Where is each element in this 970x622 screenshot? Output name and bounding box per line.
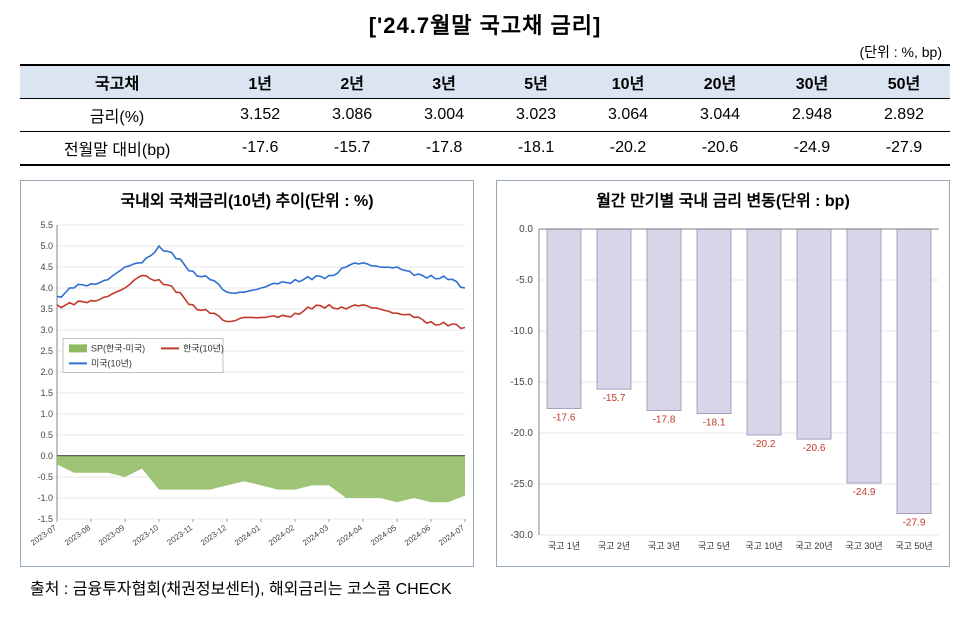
svg-text:2023-12: 2023-12 [199, 523, 229, 548]
svg-text:-17.8: -17.8 [653, 415, 676, 426]
rate-table: 국고채1년2년3년5년10년20년30년50년 금리(%)3.1523.0863… [20, 64, 950, 166]
table-cell: -20.2 [582, 132, 674, 166]
svg-text:5.0: 5.0 [40, 241, 53, 251]
svg-text:국고 10년: 국고 10년 [745, 541, 782, 551]
table-cell: -27.9 [858, 132, 950, 166]
table-header-cell: 1년 [214, 65, 306, 99]
page-title: ['24.7월말 국고채 금리] [20, 8, 950, 40]
svg-text:0.0: 0.0 [519, 224, 533, 235]
svg-text:2024-02: 2024-02 [267, 523, 297, 548]
table-cell: 3.044 [674, 99, 766, 132]
svg-text:SP(한국-미국): SP(한국-미국) [91, 343, 145, 353]
table-cell: 3.086 [306, 99, 398, 132]
table-cell: 3.023 [490, 99, 582, 132]
svg-text:2023-08: 2023-08 [63, 523, 93, 548]
svg-text:-30.0: -30.0 [510, 530, 533, 541]
svg-text:3.0: 3.0 [40, 325, 53, 335]
svg-text:2023-09: 2023-09 [97, 523, 127, 548]
svg-text:-18.1: -18.1 [703, 418, 726, 429]
table-header-cell: 3년 [398, 65, 490, 99]
table-cell: 2.892 [858, 99, 950, 132]
table-header-cell: 30년 [766, 65, 858, 99]
table-cell: 3.064 [582, 99, 674, 132]
svg-text:-20.0: -20.0 [510, 428, 533, 439]
svg-text:4.5: 4.5 [40, 262, 53, 272]
svg-text:-20.2: -20.2 [753, 439, 776, 450]
svg-text:-25.0: -25.0 [510, 479, 533, 490]
table-header-cell: 국고채 [20, 65, 214, 99]
svg-text:국고 30년: 국고 30년 [845, 541, 882, 551]
line-chart-title: 국내외 국채금리(10년) 추이(단위 : %) [23, 183, 471, 219]
table-cell: -24.9 [766, 132, 858, 166]
svg-text:-27.9: -27.9 [903, 518, 926, 529]
svg-text:-1.5: -1.5 [37, 514, 53, 524]
svg-text:4.0: 4.0 [40, 283, 53, 293]
svg-text:-10.0: -10.0 [510, 326, 533, 337]
svg-text:한국(10년): 한국(10년) [183, 343, 224, 353]
table-cell: -17.6 [214, 132, 306, 166]
svg-text:2023-11: 2023-11 [165, 523, 194, 547]
svg-text:1.0: 1.0 [40, 409, 53, 419]
line-chart-box: 국내외 국채금리(10년) 추이(단위 : %) -1.5 -1.0 -0.5 0.0… [20, 180, 474, 567]
svg-text:2023-07: 2023-07 [29, 523, 59, 548]
svg-text:2024-07: 2024-07 [437, 523, 467, 548]
svg-text:-5.0: -5.0 [516, 275, 534, 286]
bar-chart-box: 월간 만기별 국내 금리 변동(단위 : bp) 0.0 -5.0 -10.0 -15… [496, 180, 950, 567]
svg-text:2.0: 2.0 [40, 367, 53, 377]
svg-text:2.5: 2.5 [40, 346, 53, 356]
svg-text:국고 50년: 국고 50년 [895, 541, 932, 551]
svg-text:미국(10년): 미국(10년) [91, 358, 132, 368]
svg-text:2024-05: 2024-05 [369, 523, 399, 548]
svg-text:2024-01: 2024-01 [233, 523, 263, 548]
table-row: 금리(%)3.1523.0863.0043.0233.0643.0442.948… [20, 99, 950, 132]
unit-label: (단위 : %, bp) [20, 42, 950, 62]
svg-text:0.0: 0.0 [40, 451, 53, 461]
table-header-row: 국고채1년2년3년5년10년20년30년50년 [20, 65, 950, 99]
table-cell: 금리(%) [20, 99, 214, 132]
table-header-cell: 2년 [306, 65, 398, 99]
table-header-cell: 5년 [490, 65, 582, 99]
table-cell: -20.6 [674, 132, 766, 166]
svg-text:2024-04: 2024-04 [335, 523, 365, 548]
table-row: 전월말 대비(bp)-17.6-15.7-17.8-18.1-20.2-20.6… [20, 132, 950, 166]
svg-text:-15.0: -15.0 [510, 377, 533, 388]
svg-text:국고 20년: 국고 20년 [795, 541, 832, 551]
source-text: 출처 : 금융투자협회(채권정보센터), 해외금리는 코스콤 CHECK [20, 575, 950, 599]
svg-text:-1.0: -1.0 [37, 493, 53, 503]
svg-text:2024-06: 2024-06 [403, 523, 433, 548]
table-cell: -15.7 [306, 132, 398, 166]
svg-text:국고 1년: 국고 1년 [548, 541, 580, 551]
table-cell: 2.948 [766, 99, 858, 132]
table-cell: -18.1 [490, 132, 582, 166]
svg-text:-20.6: -20.6 [803, 443, 826, 454]
svg-text:-15.7: -15.7 [603, 393, 626, 404]
svg-text:3.5: 3.5 [40, 304, 53, 314]
svg-text:국고 3년: 국고 3년 [648, 541, 680, 551]
svg-text:0.5: 0.5 [40, 430, 53, 440]
svg-text:1.5: 1.5 [40, 388, 53, 398]
svg-text:2023-10: 2023-10 [131, 523, 161, 548]
table-cell: 3.004 [398, 99, 490, 132]
svg-text:-24.9: -24.9 [853, 487, 876, 498]
svg-text:국고 5년: 국고 5년 [698, 541, 730, 551]
line-chart-svg: -1.5 -1.0 -0.5 0.0 0.5 1.0 1.5 2.0 2.5 3.0 3.5 4.0 4… [23, 219, 471, 561]
svg-text:5.5: 5.5 [40, 220, 53, 230]
bar-chart-title: 월간 만기별 국내 금리 변동(단위 : bp) [499, 183, 947, 219]
svg-text:국고 2년: 국고 2년 [598, 541, 630, 551]
svg-text:-0.5: -0.5 [37, 472, 53, 482]
svg-text:2024-03: 2024-03 [301, 523, 331, 548]
bar-chart-svg: 0.0 -5.0 -10.0 -15.0 -20.0 -25.0 -30.0 -17.6 국고 … [499, 219, 947, 561]
table-header-cell: 20년 [674, 65, 766, 99]
table-cell: 3.152 [214, 99, 306, 132]
table-header-cell: 50년 [858, 65, 950, 99]
table-cell: 전월말 대비(bp) [20, 132, 214, 166]
table-cell: -17.8 [398, 132, 490, 166]
table-header-cell: 10년 [582, 65, 674, 99]
svg-text:-17.6: -17.6 [553, 413, 576, 424]
